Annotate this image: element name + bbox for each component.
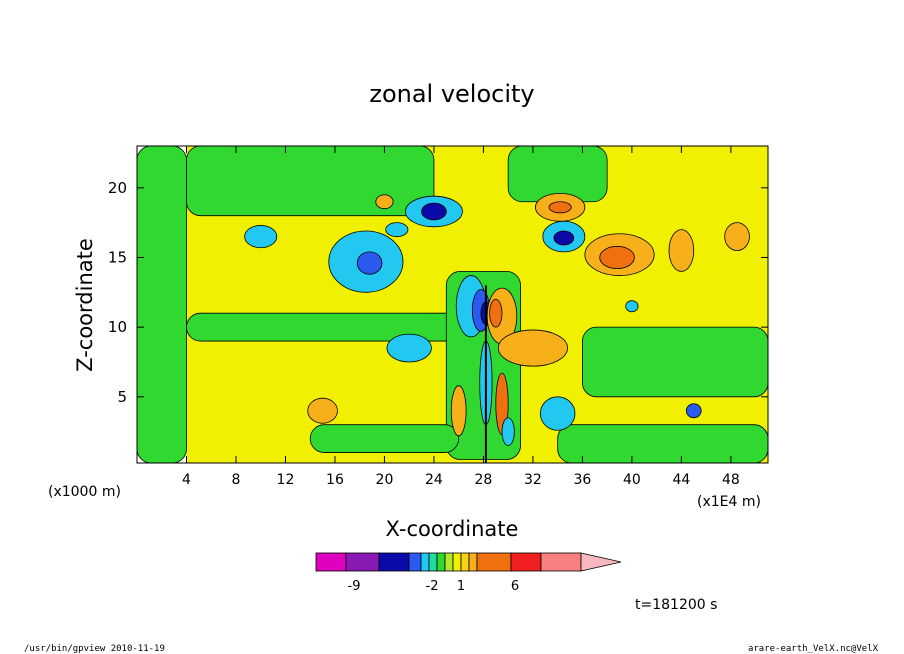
contour-region-5 [582, 326, 768, 398]
contour-region-12 [421, 202, 447, 221]
y-tick-label: 15 [108, 248, 127, 266]
colorbar-swatch [468, 552, 478, 572]
x-tick-label: 24 [425, 472, 443, 488]
chart-title: zonal velocity [369, 80, 534, 108]
contour-region-29 [385, 222, 409, 237]
y-tick-label: 10 [108, 318, 127, 336]
y-tick-label: 5 [117, 388, 127, 406]
colorbar-tick-label: 1 [457, 579, 465, 594]
contour-region-14 [553, 230, 575, 246]
y-axis: 5 10 15 20 [108, 179, 768, 406]
colorbar-swatch [345, 552, 380, 572]
colorbar [315, 552, 622, 572]
colorbar-tick-label: -9 [348, 579, 361, 594]
y-axis-title: Z-coordinate [73, 238, 97, 372]
time-label: t=181200 s [635, 597, 717, 613]
colorbar-tick-label: 6 [511, 579, 519, 594]
contour-region-34 [450, 385, 467, 437]
colorbar-swatch [452, 552, 462, 572]
contour-region-30 [668, 229, 695, 272]
colorbar-swatch [420, 552, 430, 572]
colorbar-swatch [428, 552, 438, 572]
contour-region-1 [137, 146, 187, 463]
x-tick-label: 32 [524, 472, 542, 488]
colorbar-swatch [315, 552, 347, 572]
y-unit-label: (x1000 m) [48, 484, 121, 500]
colorbar-swatch [460, 552, 470, 572]
contour-region-10 [356, 251, 383, 275]
x-tick-label: 44 [672, 472, 690, 488]
footer-left: /usr/bin/gpview 2010-11-19 [24, 644, 165, 654]
x-axis: 4 8 12 16 20 24 28 32 36 40 44 48 [182, 146, 740, 488]
colorbar-swatch [436, 552, 446, 572]
plot-frame [136, 145, 769, 464]
contour-region-38 [625, 300, 639, 313]
contour-region-33 [685, 403, 702, 419]
contour-region-16 [548, 201, 572, 214]
x-tick-label: 40 [623, 472, 641, 488]
colorbar-swatch [444, 552, 454, 572]
x-unit-label: (x1E4 m) [697, 494, 761, 510]
footer-right: arare-earth_VelX.nc@VelX [748, 644, 879, 654]
colorbar-labels: -9 -2 1 6 [348, 579, 520, 594]
colorbar-swatch [510, 552, 542, 572]
colorbar-swatch [408, 552, 422, 572]
colorbar-tick-label: -2 [426, 579, 439, 594]
x-tick-label: 36 [573, 472, 591, 488]
contour-region-7 [309, 424, 460, 453]
x-tick-label: 48 [722, 472, 740, 488]
contour-region-2 [186, 312, 484, 342]
contour-region-24 [539, 396, 576, 431]
y-tick-label: 20 [108, 179, 127, 197]
plot-area [136, 145, 769, 464]
x-axis-title: X-coordinate [386, 517, 519, 541]
colorbar-swatch [476, 552, 512, 572]
x-tick-label: 12 [277, 472, 295, 488]
contour-region-25 [307, 397, 338, 424]
x-tick-label: 28 [475, 472, 493, 488]
contour-region-3 [186, 146, 435, 217]
x-tick-label: 4 [182, 472, 191, 488]
contour-region-31 [724, 222, 750, 251]
contour-region-23 [489, 298, 503, 328]
contour-region-37 [501, 417, 515, 446]
contour-region-32 [375, 194, 394, 210]
contour-region-18 [599, 245, 635, 270]
contour-region-28 [244, 225, 278, 249]
colorbar-extend-arrow [580, 552, 622, 572]
x-tick-label: 8 [232, 472, 241, 488]
x-tick-label: 20 [376, 472, 394, 488]
x-tick-label: 16 [326, 472, 344, 488]
contour-region-6 [557, 424, 768, 463]
colorbar-swatch [378, 552, 410, 572]
contour-region-26 [386, 333, 432, 363]
contour-region-27 [497, 329, 568, 367]
colorbar-swatch [540, 552, 582, 572]
